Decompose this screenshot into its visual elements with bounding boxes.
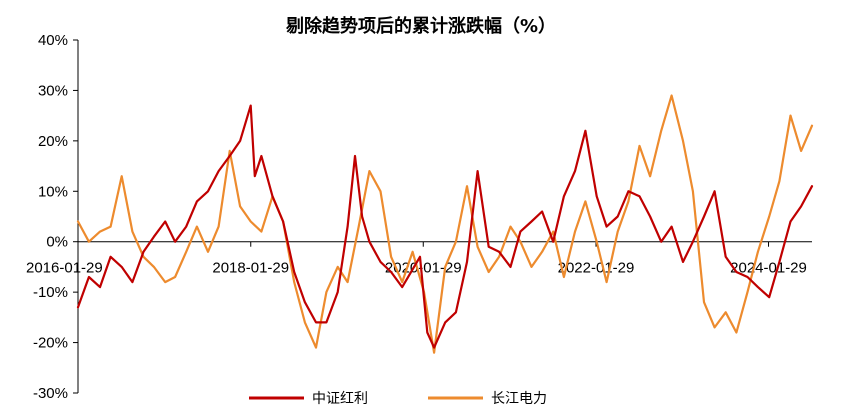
chart-title: 剔除趋势项后的累计涨跌幅（%） [285,15,556,37]
series-line-1 [76,104,814,349]
axes-group: 40% 30% 20% 10% 0% -10% -20% -30% 2016-01-29 2018… [26,32,812,402]
y-tick-label: -20% [33,335,68,352]
legend-label-1: 中证红利 [312,391,368,407]
series-line-2 [76,94,814,354]
y-tick-label: 40% [38,32,68,49]
y-tick-label: -30% [33,385,68,402]
series-group [76,94,814,354]
legend-label-2: 长江电力 [491,391,547,407]
x-tick-label: 2020-01-29 [385,260,462,277]
x-tick-label: 2018-01-29 [212,260,289,277]
y-tick-label: -10% [33,284,68,301]
x-tick-label: 2016-01-29 [26,260,103,277]
y-tick-label: 20% [38,133,68,150]
x-tick-label: 2024-01-29 [730,260,807,277]
y-tick-label: 10% [38,183,68,200]
legend: 中证红利 长江电力 [249,391,547,407]
y-tick-label: 0% [46,234,68,251]
y-tick-label: 30% [38,82,68,99]
x-tick-label: 2022-01-29 [558,260,635,277]
